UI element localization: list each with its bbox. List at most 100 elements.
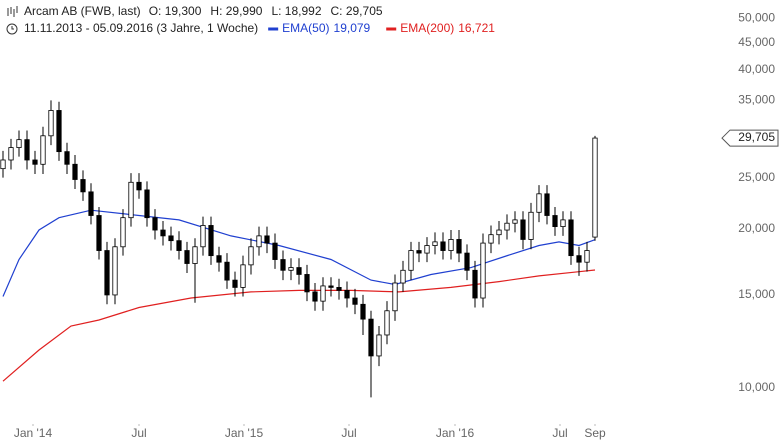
candle-body <box>584 250 590 263</box>
ohlc-label: H: 29,990 <box>210 4 262 18</box>
candle-body <box>88 191 94 216</box>
candle-body <box>152 217 158 231</box>
candle-body <box>208 225 214 257</box>
candle-body <box>440 241 446 251</box>
candle-body <box>520 219 526 240</box>
candle-body <box>104 250 110 296</box>
candle-body <box>560 219 566 228</box>
candle-body <box>272 242 278 260</box>
y-tick-label: 20,000 <box>738 221 775 235</box>
candle-body <box>320 285 326 302</box>
candle-body <box>568 219 574 257</box>
candle-body <box>288 267 294 271</box>
candle-body <box>256 235 262 248</box>
candle-body <box>376 334 382 357</box>
candle-body <box>248 246 254 266</box>
candle-body <box>384 310 390 336</box>
candle-body <box>360 303 366 320</box>
candle-body <box>168 235 174 242</box>
candle-body <box>432 241 438 246</box>
candle-body <box>72 163 78 180</box>
candle-body <box>0 159 6 170</box>
candle-body <box>296 267 302 275</box>
candle-body <box>592 137 598 238</box>
candle-body <box>232 279 238 288</box>
candle-body <box>192 246 198 264</box>
candle-body <box>488 234 494 244</box>
candle-body <box>480 242 486 299</box>
candle-body <box>64 151 70 165</box>
candle-body <box>336 287 342 291</box>
ema-line <box>2 209 596 297</box>
candle-body <box>184 250 190 264</box>
candle-body <box>80 179 86 193</box>
ohlc-label: O: 19,300 <box>149 4 202 18</box>
candle-body <box>536 193 542 213</box>
candle-body <box>216 255 222 263</box>
candle-body <box>504 222 510 231</box>
candle-body <box>416 250 422 254</box>
ohlc-label: L: 18,992 <box>271 4 321 18</box>
candle-body <box>424 245 430 254</box>
ema-line <box>2 269 596 382</box>
candle-body <box>400 269 406 284</box>
y-tick-label: 45,000 <box>738 35 775 49</box>
candle-body <box>304 274 310 293</box>
y-tick-label: 35,000 <box>738 93 775 107</box>
clock-icon <box>6 23 18 35</box>
chart-title: Arcam AB (FWB, last) <box>24 4 141 18</box>
candle-body <box>32 159 38 165</box>
y-tick-label: 15,000 <box>738 287 775 301</box>
candle-body <box>472 269 478 299</box>
candle-body <box>544 193 550 216</box>
candle-body <box>48 110 54 137</box>
candle-body <box>56 110 62 153</box>
x-tick-label: Jul <box>552 426 567 440</box>
subtitle: 11.11.2013 - 05.09.2016 (3 Jahre, 1 Woch… <box>24 21 258 35</box>
y-tick-label: 50,000 <box>738 11 775 25</box>
candle-body <box>328 285 334 288</box>
candle-body <box>448 239 454 251</box>
price-tag-label: 29,705 <box>738 130 775 144</box>
legend-label: EMA(50) <box>282 21 329 35</box>
candle-body <box>576 255 582 263</box>
ohlc-label: C: 29,705 <box>331 4 383 18</box>
candle-body <box>40 135 46 165</box>
candle-body <box>96 215 102 251</box>
x-tick-label: Jul <box>341 426 356 440</box>
legend-label: EMA(200) <box>400 21 454 35</box>
candle-body <box>280 259 286 271</box>
x-tick-label: Jul <box>131 426 146 440</box>
legend-value: 16,721 <box>458 21 495 35</box>
candle-body <box>352 297 358 305</box>
candle-body <box>144 189 150 219</box>
x-tick-label: Jan '15 <box>225 426 264 440</box>
candle-body <box>552 215 558 228</box>
candle-body <box>344 289 350 299</box>
x-tick-label: Jan '14 <box>14 426 53 440</box>
candle-body <box>120 217 126 248</box>
y-tick-label: 10,000 <box>738 380 775 394</box>
candle-body <box>392 282 398 312</box>
candle-body <box>160 229 166 237</box>
candle-body <box>200 225 206 248</box>
candle-body <box>264 235 270 244</box>
candle-body <box>512 219 518 224</box>
candle-body <box>496 229 502 236</box>
candle-body <box>464 252 470 271</box>
candle-body <box>224 261 230 281</box>
legend-value: 19,079 <box>334 21 371 35</box>
y-tick-label: 40,000 <box>738 62 775 76</box>
candle-body <box>112 246 118 296</box>
candle-body <box>528 211 534 240</box>
chart-icon <box>7 6 18 17</box>
candle-body <box>240 264 246 288</box>
candle-body <box>128 181 134 219</box>
candle-body <box>136 181 142 191</box>
candle-body <box>456 239 462 254</box>
candle-body <box>176 240 182 251</box>
x-tick-label: Jan '16 <box>436 426 475 440</box>
y-tick-label: 25,000 <box>738 170 775 184</box>
